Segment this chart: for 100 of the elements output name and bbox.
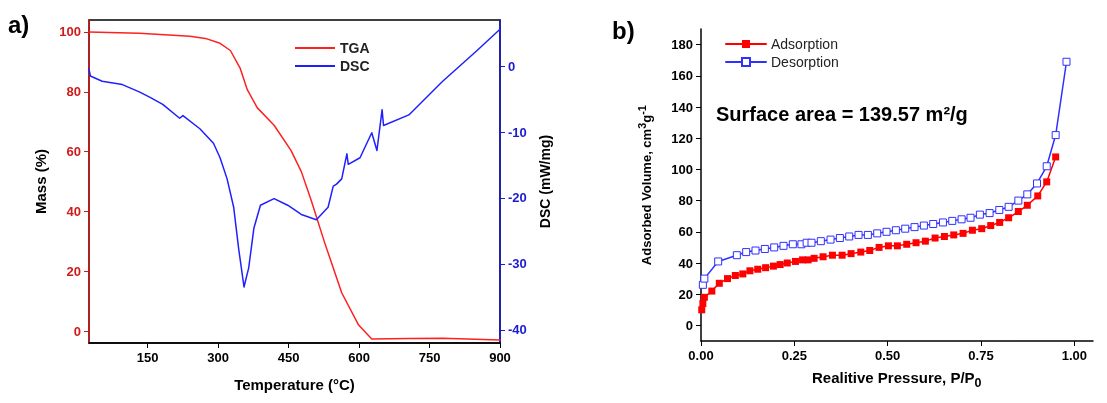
point xyxy=(857,248,865,256)
point xyxy=(891,226,900,235)
point xyxy=(826,235,835,244)
point xyxy=(866,247,874,255)
point xyxy=(731,271,739,279)
point xyxy=(708,287,716,295)
point xyxy=(919,221,928,230)
y-tick-label: 180 xyxy=(671,37,693,53)
x-tick-label: 0.00 xyxy=(688,348,714,363)
point xyxy=(940,232,948,240)
point xyxy=(845,232,854,241)
text: b) xyxy=(612,16,635,44)
point xyxy=(779,241,788,250)
x-tick-label: 300 xyxy=(207,350,230,365)
text: a) xyxy=(8,10,30,38)
x-tick-label: 0.75 xyxy=(968,348,994,363)
point xyxy=(985,209,994,218)
point xyxy=(742,248,751,257)
point xyxy=(828,251,836,259)
point xyxy=(884,242,892,250)
point xyxy=(957,215,966,224)
point xyxy=(1014,208,1022,216)
point xyxy=(978,225,986,233)
point xyxy=(921,237,929,245)
point xyxy=(1004,202,1013,211)
point xyxy=(724,275,732,283)
x-tick-label: 0.25 xyxy=(781,348,807,363)
y-tick-label: 80 xyxy=(678,193,693,209)
y2-tick-label: -20 xyxy=(508,190,527,206)
x-tick-label: 0.50 xyxy=(875,348,901,363)
point xyxy=(739,270,747,278)
point xyxy=(950,231,958,239)
point xyxy=(875,243,883,251)
point xyxy=(938,218,947,227)
x-tick-label: 750 xyxy=(418,350,441,365)
y-tick-label: 100 xyxy=(59,24,81,40)
point xyxy=(929,220,938,228)
legend-label: Desorption xyxy=(771,54,839,70)
y2-tick-label: -10 xyxy=(508,124,527,140)
point xyxy=(1014,196,1023,205)
x-tick-label: 600 xyxy=(348,350,370,365)
y-tick-label: 60 xyxy=(66,144,81,160)
point xyxy=(816,237,825,246)
point xyxy=(788,240,797,249)
point xyxy=(1033,179,1041,188)
y-tick-label: 20 xyxy=(66,263,81,279)
y-tick-label: 60 xyxy=(678,224,693,240)
y2-axis-title: DSC (mW/mg) xyxy=(537,134,553,229)
point xyxy=(882,227,891,236)
y-axis-title: Mass (%) xyxy=(32,148,50,215)
point xyxy=(903,240,911,248)
point xyxy=(893,242,901,250)
point xyxy=(995,205,1004,214)
point xyxy=(959,229,967,237)
point xyxy=(1043,178,1051,186)
point xyxy=(699,300,707,308)
y-tick-label: 160 xyxy=(671,68,693,84)
point xyxy=(791,257,799,265)
point xyxy=(835,234,844,243)
point xyxy=(754,265,762,273)
point xyxy=(968,226,976,234)
point xyxy=(714,257,723,266)
x-tick-label: 900 xyxy=(489,350,511,365)
point xyxy=(1034,192,1042,200)
point xyxy=(700,274,709,283)
y-tick-label: 20 xyxy=(678,286,693,302)
point xyxy=(783,259,791,267)
legend-label: TGA xyxy=(340,40,370,56)
x-tick-label: 150 xyxy=(136,350,159,365)
point xyxy=(732,251,741,260)
point xyxy=(700,293,708,301)
y-tick-label: 140 xyxy=(671,99,693,115)
point xyxy=(966,213,975,222)
legend-label: Adsorption xyxy=(771,36,838,52)
point xyxy=(1023,190,1032,199)
point xyxy=(760,244,769,253)
point xyxy=(810,254,818,262)
y-tick-label: 0 xyxy=(685,317,693,333)
point xyxy=(776,261,784,269)
point xyxy=(931,234,939,242)
point xyxy=(819,253,827,261)
point xyxy=(847,250,855,258)
point xyxy=(910,223,919,232)
point xyxy=(838,251,846,259)
y2-tick-label: -30 xyxy=(508,256,527,272)
x-axis-title: Realitive Pressure, P/P$_{0}$ xyxy=(812,369,982,390)
point xyxy=(1042,162,1051,171)
point xyxy=(854,230,863,239)
point xyxy=(1051,131,1060,140)
y-tick-label: 40 xyxy=(678,255,693,271)
point xyxy=(912,239,920,247)
point xyxy=(769,262,777,270)
point xyxy=(996,218,1004,226)
point xyxy=(762,264,770,272)
point xyxy=(1005,214,1013,222)
point xyxy=(746,267,754,275)
point xyxy=(863,230,872,239)
point xyxy=(751,246,760,255)
x-tick-label: 450 xyxy=(277,350,300,365)
x-tick-label: 1.00 xyxy=(1061,348,1087,363)
